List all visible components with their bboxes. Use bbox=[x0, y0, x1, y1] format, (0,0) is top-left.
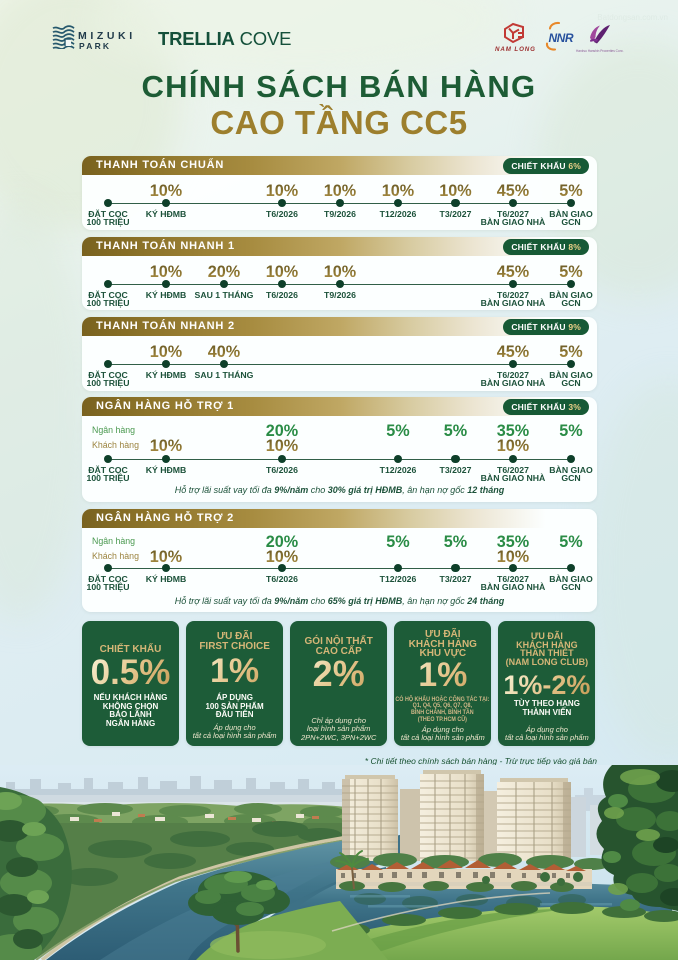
svg-text:NAM LONG: NAM LONG bbox=[495, 46, 536, 52]
svg-text:Hankyu Hanshin Properties Corp: Hankyu Hanshin Properties Corp. bbox=[576, 49, 624, 52]
svg-text:NNR: NNR bbox=[549, 31, 574, 45]
